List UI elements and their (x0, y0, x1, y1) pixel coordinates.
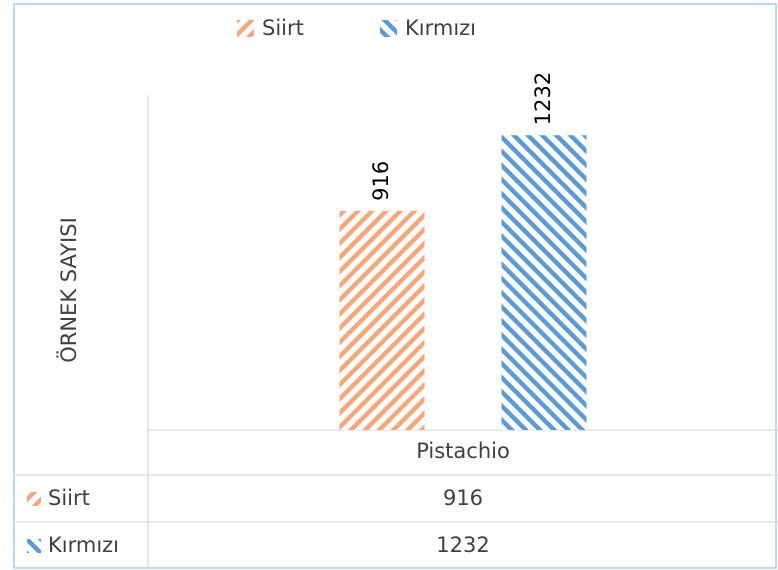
table-value: 1232 (436, 533, 489, 557)
legend-swatch (380, 20, 397, 37)
data-label: 1232 (531, 72, 555, 125)
y-axis-title: ÖRNEK SAYISI (56, 217, 81, 363)
bar (339, 210, 425, 430)
table-legend-swatch (27, 492, 41, 506)
bar (501, 135, 587, 430)
table-row-label: Kırmızı (48, 533, 119, 557)
chart-border (13, 3, 777, 569)
table-value: 916 (443, 486, 483, 510)
legend-label: Kırmızı (405, 16, 476, 40)
data-label: 916 (369, 161, 393, 201)
legend-label: Siirt (262, 16, 304, 40)
x-tick-label: Pistachio (416, 439, 510, 463)
table-legend-swatch (27, 539, 41, 553)
legend-swatch (237, 20, 254, 37)
table-row-label: Siirt (48, 486, 90, 510)
